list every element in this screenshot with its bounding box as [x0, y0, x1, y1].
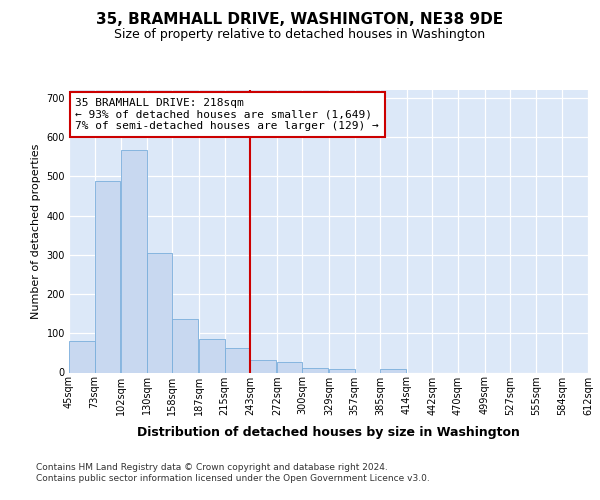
- Bar: [95, 182, 120, 372]
- Bar: [302, 368, 328, 372]
- Bar: [250, 360, 276, 372]
- Bar: [199, 339, 224, 372]
- Text: Size of property relative to detached houses in Washington: Size of property relative to detached ho…: [115, 28, 485, 41]
- Bar: [121, 150, 147, 372]
- Text: Contains public sector information licensed under the Open Government Licence v3: Contains public sector information licen…: [36, 474, 430, 483]
- Text: 35, BRAMHALL DRIVE, WASHINGTON, NE38 9DE: 35, BRAMHALL DRIVE, WASHINGTON, NE38 9DE: [97, 12, 503, 28]
- Bar: [277, 362, 302, 372]
- Bar: [224, 348, 250, 372]
- Text: 35 BRAMHALL DRIVE: 218sqm
← 93% of detached houses are smaller (1,649)
7% of sem: 35 BRAMHALL DRIVE: 218sqm ← 93% of detac…: [76, 98, 379, 131]
- Bar: [329, 368, 355, 372]
- Y-axis label: Number of detached properties: Number of detached properties: [31, 144, 41, 319]
- Bar: [147, 253, 172, 372]
- Bar: [69, 341, 95, 372]
- Text: Contains HM Land Registry data © Crown copyright and database right 2024.: Contains HM Land Registry data © Crown c…: [36, 462, 388, 471]
- Bar: [380, 368, 406, 372]
- Bar: [172, 318, 198, 372]
- Text: Distribution of detached houses by size in Washington: Distribution of detached houses by size …: [137, 426, 520, 439]
